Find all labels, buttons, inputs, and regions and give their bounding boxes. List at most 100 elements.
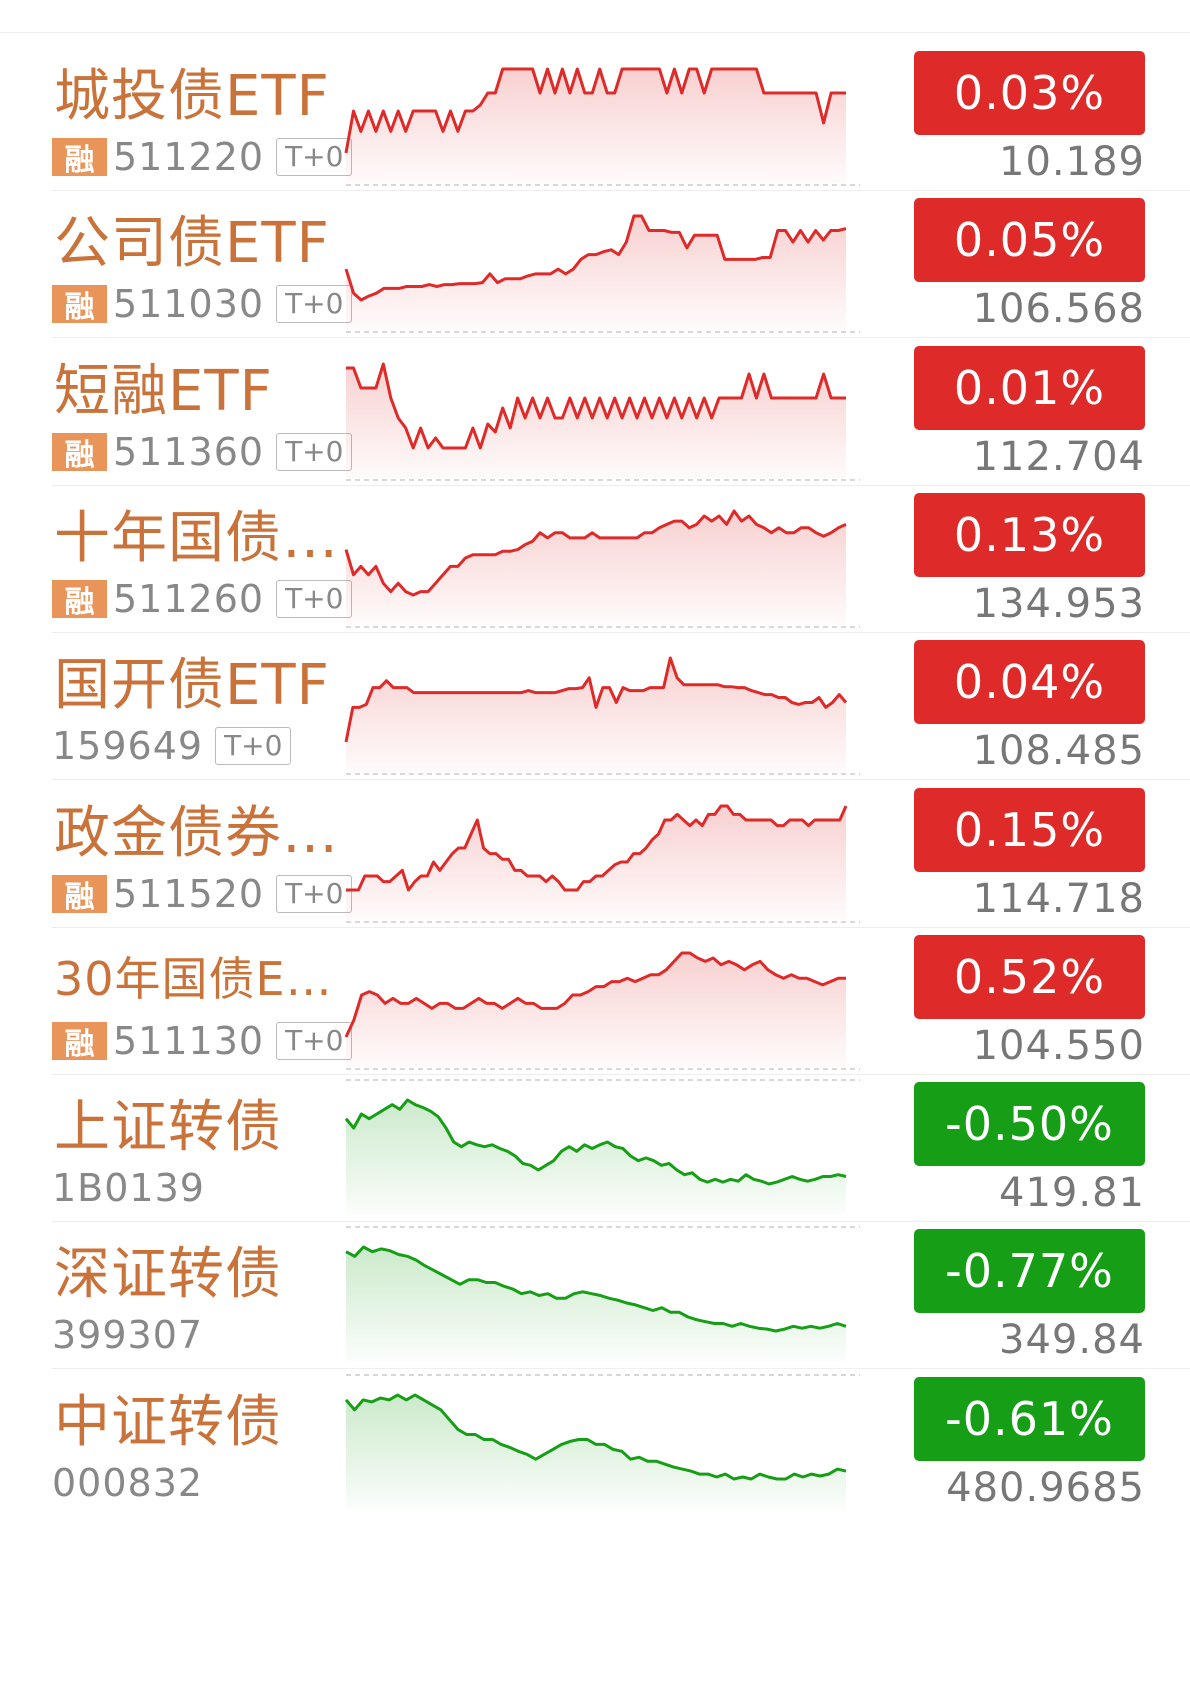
row-divider xyxy=(52,1368,1190,1370)
change-percent-badge: 0.01% xyxy=(914,345,1145,430)
security-code: 511220 xyxy=(113,135,265,179)
security-code: 511030 xyxy=(113,282,265,327)
sparkline-line xyxy=(344,1393,847,1481)
intraday-sparkline xyxy=(344,214,860,334)
security-code: 511260 xyxy=(113,576,265,621)
quote-row[interactable]: 30年国债ET... 融 511130 T+0 0.52% 104.550 xyxy=(0,917,1190,1075)
quote-row[interactable]: 国开债ETF 159649 T+0 0.04% 108.485 xyxy=(0,622,1190,781)
quote-row[interactable]: 城投债ETF 融 511220 T+0 0.03% 10.189 xyxy=(0,33,1190,191)
security-name: 国开债ETF xyxy=(54,653,330,719)
intraday-sparkline xyxy=(346,362,860,481)
last-price: 112.704 xyxy=(972,433,1145,480)
security-meta: 融 511220 T+0 xyxy=(52,135,353,179)
last-price: 114.718 xyxy=(972,875,1145,922)
quote-row[interactable]: 深证转债 399307 -0.77% 349.84 xyxy=(0,1211,1190,1370)
security-name: 公司债ETF xyxy=(54,211,330,277)
last-price: 104.550 xyxy=(972,1022,1145,1069)
security-meta: 融 511130 T+0 xyxy=(52,1018,353,1063)
security-name: 深证转债 xyxy=(54,1242,282,1308)
sparkline-area xyxy=(346,1100,846,1215)
sparkline-line xyxy=(344,214,847,302)
top-divider xyxy=(0,32,1190,33)
security-meta: 融 511360 T+0 xyxy=(52,429,353,474)
sparkline-line xyxy=(344,67,846,154)
intraday-sparkline xyxy=(344,1079,860,1215)
security-code: 399307 xyxy=(52,1313,204,1358)
sparkline-line xyxy=(344,509,847,597)
change-percent-badge: -0.50% xyxy=(914,1082,1145,1167)
intraday-sparkline xyxy=(344,656,860,775)
security-name: 短融ETF xyxy=(54,358,273,424)
margin-trading-badge: 融 xyxy=(52,1021,107,1062)
security-meta: 融 511030 T+0 xyxy=(52,282,353,327)
sparkline-line xyxy=(345,1245,847,1333)
t0-tag: T+0 xyxy=(215,727,292,766)
quote-row[interactable]: 中证转债 000832 -0.61% 480.9685 xyxy=(0,1359,1190,1517)
security-code: 159649 xyxy=(52,724,204,769)
row-divider xyxy=(52,631,1190,633)
security-code: 511130 xyxy=(113,1018,265,1063)
sparkline-area xyxy=(346,510,846,625)
security-name: 上证转债 xyxy=(54,1095,282,1161)
row-divider xyxy=(52,1221,1190,1223)
intraday-sparkline xyxy=(344,951,860,1070)
last-price: 349.84 xyxy=(999,1317,1145,1364)
quote-row[interactable]: 上证转债 1B0139 -0.50% 419.81 xyxy=(0,1064,1190,1223)
intraday-sparkline xyxy=(344,1373,860,1509)
security-name: 30年国债ET... xyxy=(54,951,344,1006)
change-percent-badge: 0.52% xyxy=(914,934,1145,1019)
sparkline-area xyxy=(346,952,846,1067)
security-meta: 1B0139 xyxy=(52,1166,217,1211)
change-percent-badge: 0.13% xyxy=(914,492,1145,577)
security-name: 城投债ETF xyxy=(54,64,330,129)
change-percent-badge: -0.61% xyxy=(914,1376,1145,1461)
last-price: 108.485 xyxy=(972,728,1145,775)
t0-tag: T+0 xyxy=(276,874,353,913)
security-name: 政金债券ETF xyxy=(54,800,344,866)
sparkline-line xyxy=(346,804,848,891)
row-divider xyxy=(52,484,1190,486)
last-price: 134.953 xyxy=(972,580,1145,627)
t0-tag: T+0 xyxy=(276,432,353,471)
sparkline-area xyxy=(346,1247,846,1362)
sparkline-area xyxy=(346,69,846,183)
margin-trading-badge: 融 xyxy=(52,432,107,473)
sparkline-line xyxy=(346,362,846,450)
last-price: 106.568 xyxy=(972,286,1145,333)
change-percent-badge: 0.15% xyxy=(914,787,1145,872)
security-meta: 399307 xyxy=(52,1313,215,1358)
sparkline-area xyxy=(346,216,846,331)
quote-row[interactable]: 短融ETF 融 511360 T+0 0.01% 112.704 xyxy=(0,328,1190,486)
sparkline-line xyxy=(344,656,848,743)
change-percent-badge: 0.04% xyxy=(914,640,1145,725)
intraday-sparkline xyxy=(346,804,860,923)
row-divider xyxy=(52,1073,1190,1075)
intraday-sparkline xyxy=(344,509,860,628)
change-percent-badge: 0.05% xyxy=(914,198,1145,283)
change-percent-badge: -0.77% xyxy=(914,1229,1145,1314)
t0-tag: T+0 xyxy=(276,285,353,324)
security-code: 511360 xyxy=(113,429,265,474)
margin-trading-badge: 融 xyxy=(52,579,107,620)
sparkline-area xyxy=(346,658,846,773)
quote-row[interactable]: 公司债ETF 融 511030 T+0 0.05% 106.568 xyxy=(0,180,1190,339)
row-divider xyxy=(52,779,1190,781)
security-meta: 000832 xyxy=(52,1461,215,1505)
security-meta: 融 511260 T+0 xyxy=(52,576,353,621)
security-name: 中证转债 xyxy=(54,1389,282,1455)
row-divider xyxy=(52,337,1190,339)
sparkline-area xyxy=(346,1394,846,1509)
t0-tag: T+0 xyxy=(276,579,353,618)
sparkline-area xyxy=(346,805,846,920)
security-code: 511520 xyxy=(113,871,265,916)
change-percent-badge: 0.03% xyxy=(914,51,1145,135)
sparkline-line xyxy=(344,951,846,1038)
intraday-sparkline xyxy=(344,67,860,186)
margin-trading-badge: 融 xyxy=(52,285,107,325)
t0-tag: T+0 xyxy=(276,138,353,176)
t0-tag: T+0 xyxy=(276,1021,353,1060)
security-meta: 融 511520 T+0 xyxy=(52,871,353,916)
security-code: 1B0139 xyxy=(52,1166,205,1211)
